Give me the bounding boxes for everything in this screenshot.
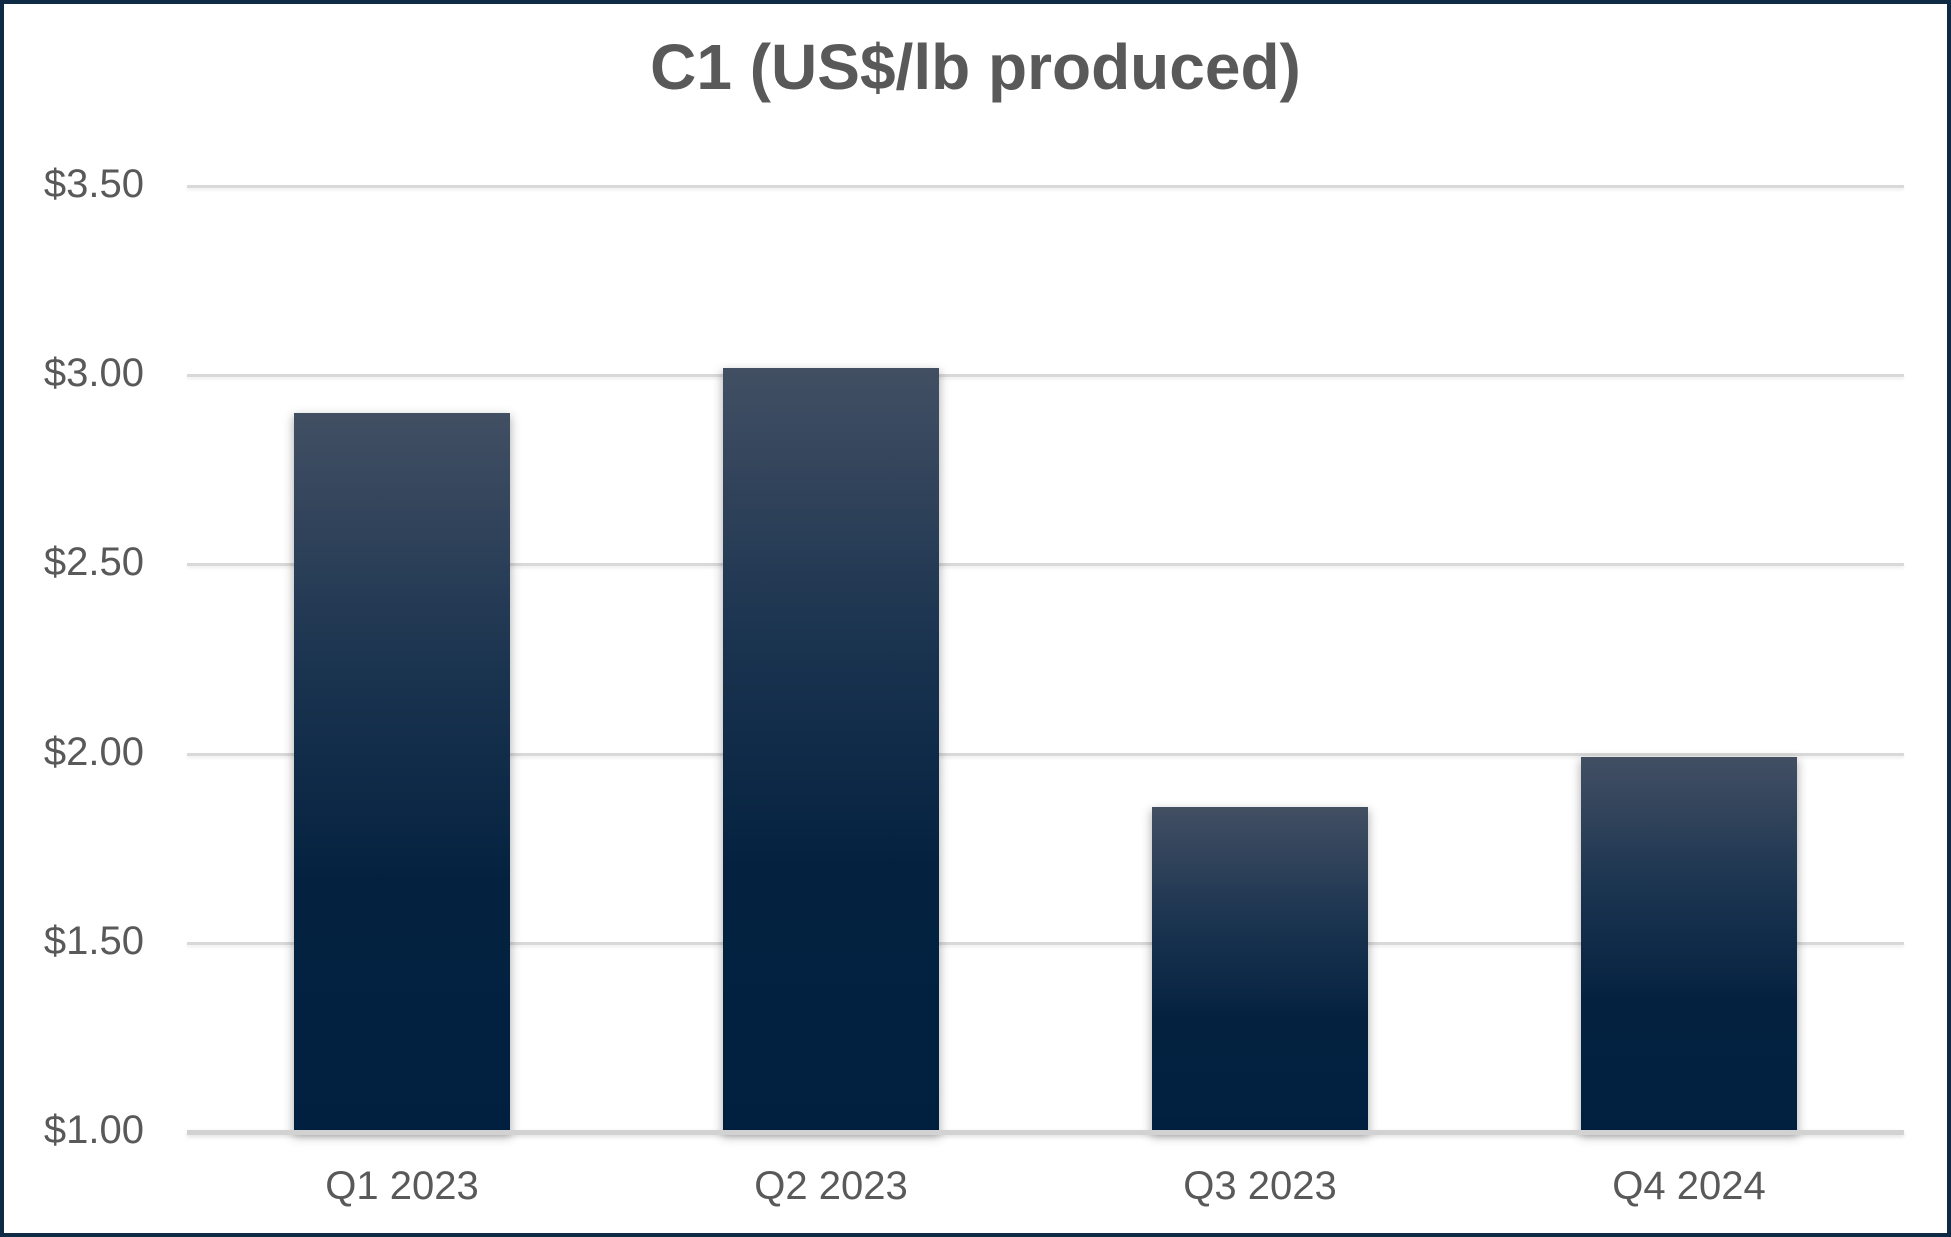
y-axis-label: $3.00 bbox=[43, 351, 144, 396]
chart-title: C1 (US$/lb produced) bbox=[650, 31, 1301, 103]
gridline bbox=[187, 941, 1904, 945]
plot-area: $3.50 $3.00 $2.50 $2.00 $1.50 $1.00 Q1 2023 Q2 … bbox=[4, 4, 1947, 1233]
x-axis-label: Q3 2023 bbox=[1183, 1164, 1337, 1208]
y-axis-label: $2.00 bbox=[43, 729, 144, 774]
bar-q1-2023 bbox=[294, 413, 510, 1132]
bar-q2-2023 bbox=[723, 368, 939, 1132]
gridline bbox=[187, 752, 1904, 756]
gridline bbox=[187, 563, 1904, 567]
bar-q3-2023 bbox=[1152, 807, 1368, 1132]
y-axis-label: $3.50 bbox=[43, 162, 144, 206]
gridline bbox=[187, 374, 1904, 378]
gridline bbox=[187, 185, 1904, 188]
y-axis-label: $1.00 bbox=[43, 1108, 144, 1152]
y-axis-label: $1.50 bbox=[43, 918, 144, 963]
x-axis-label: Q4 2024 bbox=[1612, 1164, 1766, 1208]
y-axis-label: $2.50 bbox=[43, 540, 144, 585]
x-axis-line bbox=[187, 1130, 1904, 1135]
bar-q4-2024 bbox=[1581, 757, 1797, 1132]
x-axis-label: Q2 2023 bbox=[754, 1164, 908, 1208]
x-axis-label: Q1 2023 bbox=[325, 1164, 479, 1208]
